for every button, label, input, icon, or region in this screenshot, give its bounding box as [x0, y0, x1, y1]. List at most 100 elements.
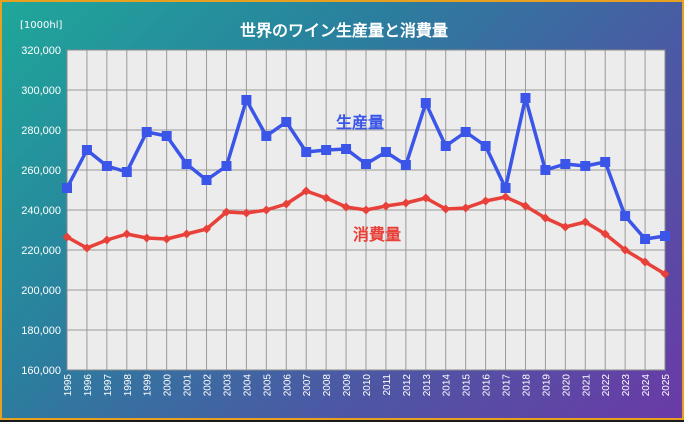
data-point — [620, 245, 630, 255]
x-tick-label: 2016 — [482, 374, 493, 397]
x-tick-label: 2013 — [422, 374, 433, 397]
data-point — [660, 231, 670, 241]
data-point — [421, 193, 431, 203]
data-point — [261, 131, 272, 141]
x-tick-label: 2021 — [581, 374, 592, 397]
data-point — [221, 161, 232, 171]
x-tick-label: 2018 — [521, 374, 532, 397]
data-point — [81, 145, 92, 155]
y-tick-label: 320,000 — [21, 45, 61, 57]
x-tick-label: 2001 — [183, 374, 194, 397]
data-point — [221, 207, 231, 217]
data-point — [301, 147, 312, 157]
x-tick-label: 2015 — [462, 374, 473, 397]
data-point — [122, 229, 132, 239]
data-point — [281, 199, 291, 209]
data-point — [101, 161, 112, 171]
data-point — [461, 203, 471, 213]
series-label-production: 生産量 — [336, 113, 384, 132]
x-tick-label: 2000 — [163, 374, 174, 397]
data-point — [142, 233, 152, 243]
data-point — [400, 160, 411, 170]
plot-border — [66, 49, 666, 371]
data-point — [600, 157, 611, 167]
data-point — [540, 213, 550, 223]
data-point — [321, 145, 332, 155]
data-point — [540, 165, 551, 175]
data-point — [580, 217, 590, 227]
data-point — [441, 204, 451, 214]
x-tick-label: 2020 — [561, 374, 572, 397]
x-tick-label: 2002 — [203, 374, 214, 397]
chart-title: 世界のワイン生産量と消費量 — [240, 21, 448, 40]
data-point — [420, 98, 431, 108]
data-point — [62, 232, 72, 242]
data-point — [182, 229, 192, 239]
data-point — [121, 167, 132, 177]
data-point — [401, 198, 411, 208]
data-point — [301, 186, 311, 196]
x-tick-label: 2006 — [282, 374, 293, 397]
x-tick-label: 2014 — [442, 374, 453, 397]
y-tick-label: 200,000 — [21, 285, 61, 297]
data-point — [660, 269, 670, 279]
data-point — [261, 205, 271, 215]
data-point — [440, 141, 451, 151]
data-point — [380, 147, 391, 157]
data-point — [600, 229, 610, 239]
data-point — [201, 175, 212, 185]
data-point — [640, 257, 650, 267]
y-axis: 160,000 180,000 200,000 220,000 240,000 260,0… — [21, 45, 61, 377]
data-point — [241, 208, 251, 218]
y-tick-label: 280,000 — [21, 125, 61, 137]
x-tick-label: 1997 — [103, 374, 114, 397]
data-point — [241, 95, 252, 105]
x-tick-label: 2007 — [302, 374, 313, 397]
data-point — [82, 243, 92, 253]
data-point — [202, 224, 212, 234]
x-tick-label: 2011 — [382, 374, 393, 396]
y-tick-label: 260,000 — [21, 165, 61, 177]
data-point — [162, 234, 172, 244]
x-tick-label: 2005 — [262, 374, 273, 397]
x-tick-label: 1995 — [63, 374, 74, 397]
x-tick-label: 1999 — [143, 374, 154, 397]
data-point — [281, 117, 292, 127]
x-tick-label: 1998 — [123, 374, 134, 397]
y-tick-label: 160,000 — [21, 365, 61, 377]
data-point — [341, 202, 351, 212]
data-point — [361, 205, 371, 215]
data-point — [501, 192, 511, 202]
x-axis: 1995 1996 1997 1998 1999 2000 2001 2002 2003 2004… — [63, 374, 672, 397]
x-tick-label: 2025 — [661, 374, 672, 397]
data-point — [460, 127, 471, 137]
data-point — [102, 235, 112, 245]
data-point — [481, 196, 491, 206]
y-tick-label: 180,000 — [21, 325, 61, 337]
x-tick-label: 2004 — [242, 374, 253, 397]
data-point — [560, 159, 571, 169]
data-point — [321, 193, 331, 203]
x-tick-label: 2003 — [222, 374, 233, 397]
y-tick-label: 220,000 — [21, 245, 61, 257]
grid — [66, 49, 666, 371]
x-tick-label: 2017 — [502, 374, 513, 397]
x-tick-label: 2024 — [641, 374, 652, 397]
data-point — [500, 183, 511, 193]
data-point — [520, 201, 530, 211]
data-point — [480, 141, 491, 151]
x-tick-label: 2023 — [621, 374, 632, 397]
data-point — [381, 201, 391, 211]
x-tick-label: 2012 — [402, 374, 413, 397]
x-tick-label: 2019 — [541, 374, 552, 397]
data-point — [181, 159, 192, 169]
x-tick-label: 2010 — [362, 374, 373, 397]
data-point — [341, 144, 352, 154]
x-tick-label: 2022 — [601, 374, 612, 397]
x-tick-label: 1996 — [83, 374, 94, 397]
y-tick-label: 240,000 — [21, 205, 61, 217]
x-tick-label: 2008 — [322, 374, 333, 397]
data-point — [141, 127, 152, 137]
series-group — [62, 93, 670, 279]
